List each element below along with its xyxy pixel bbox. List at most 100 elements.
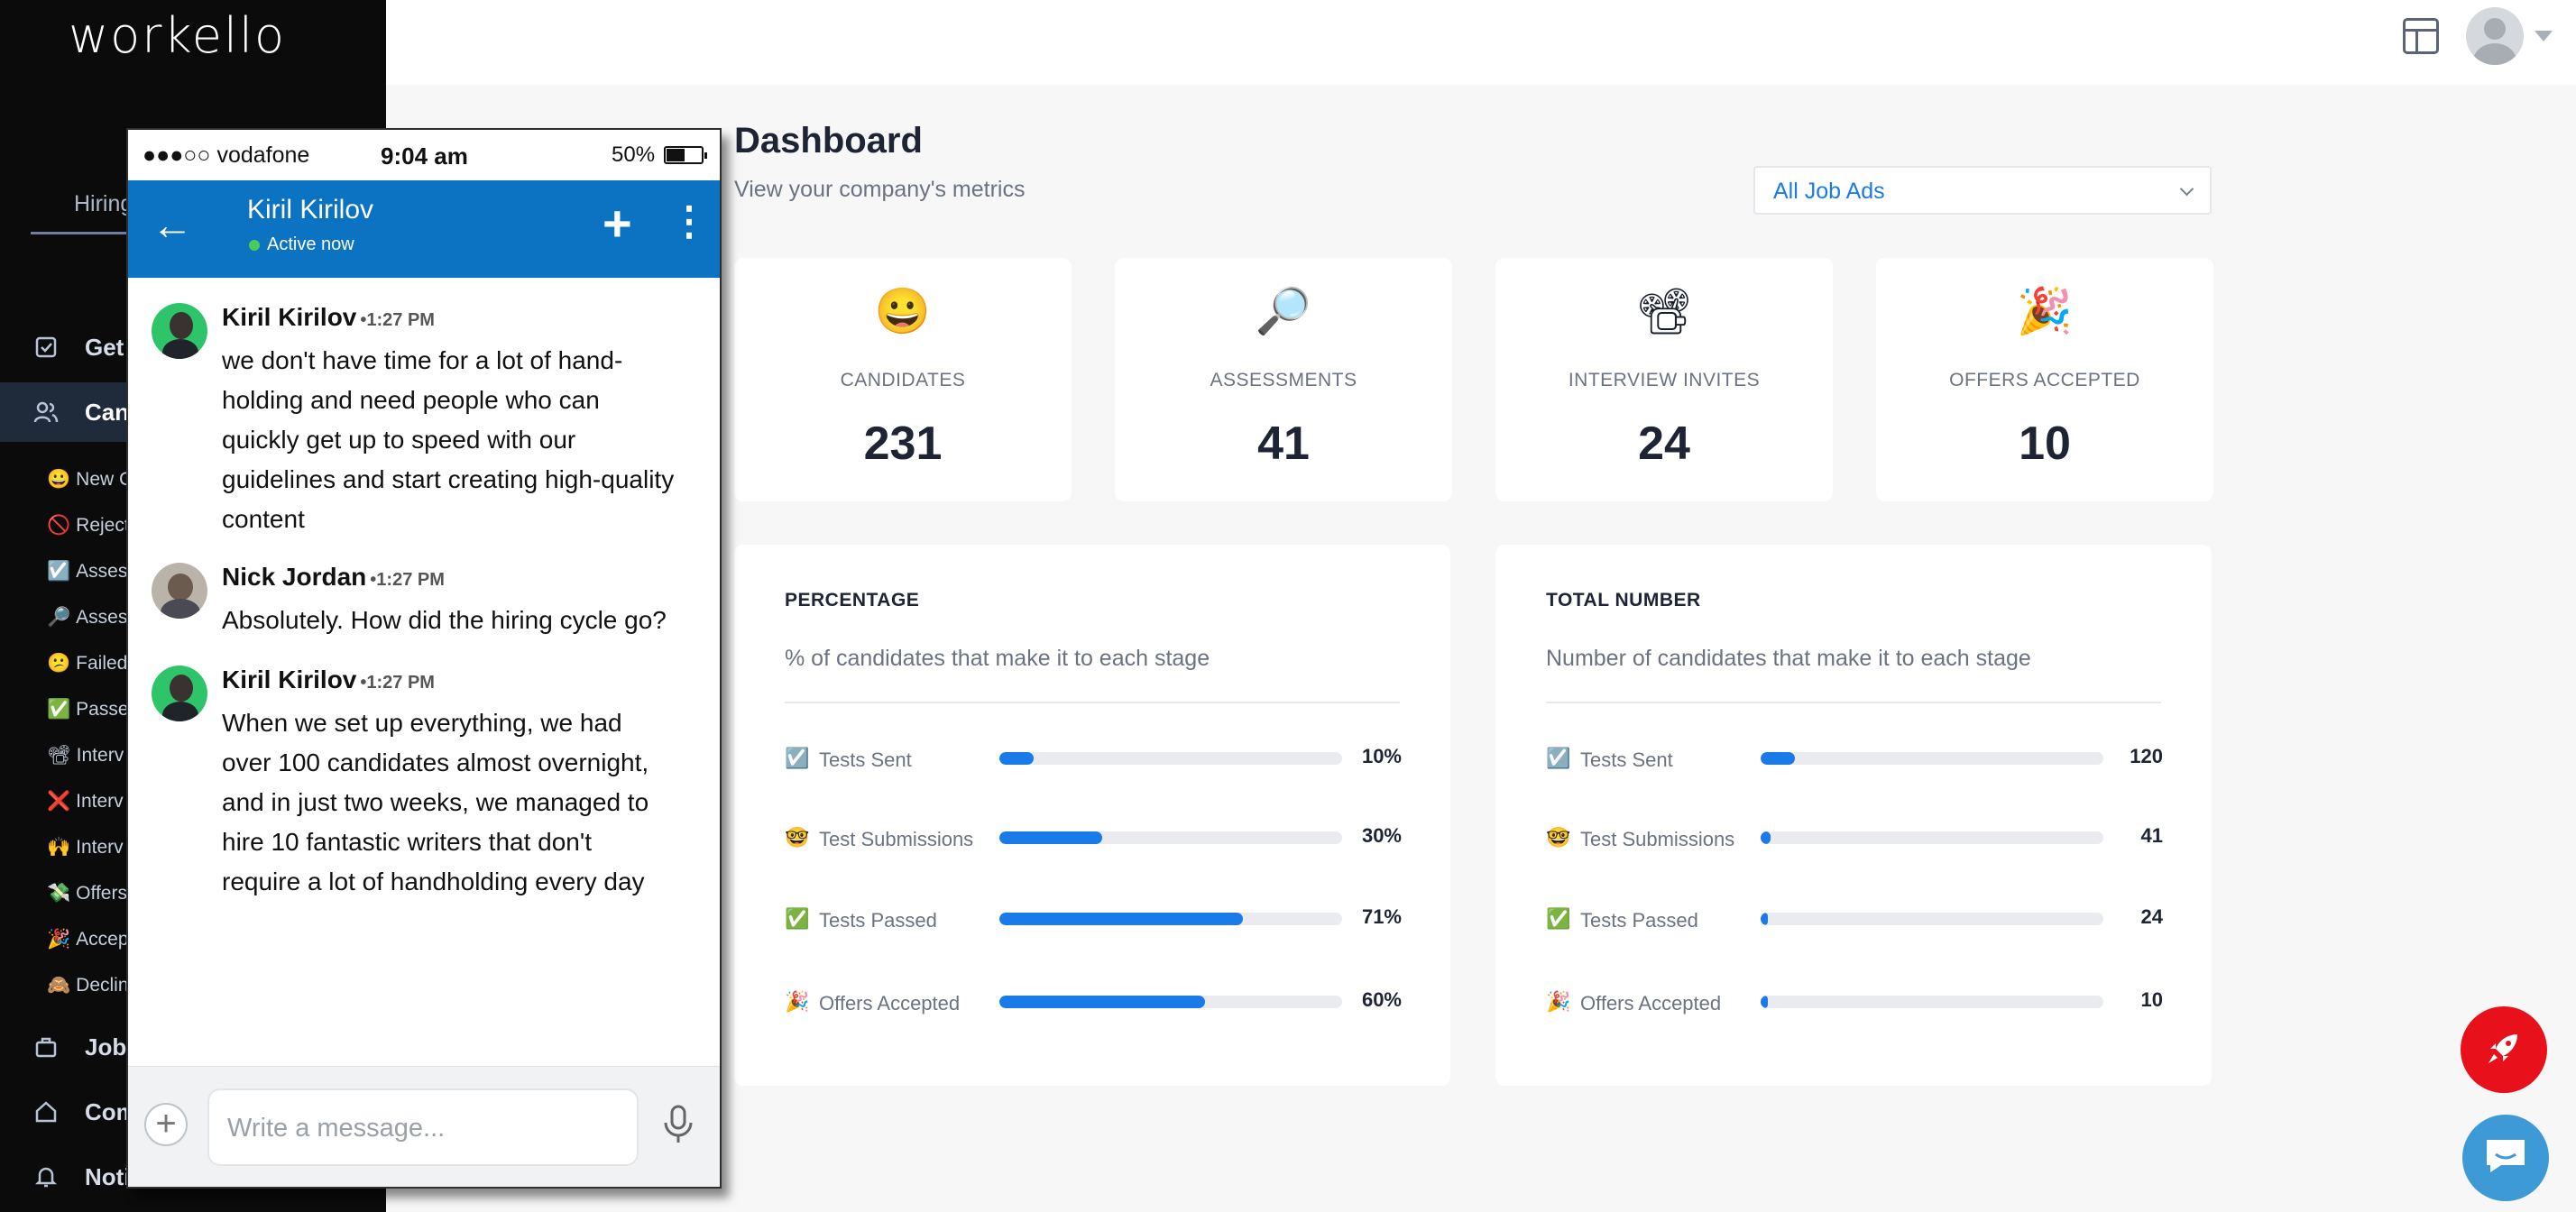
sub-item-label: Interv bbox=[76, 745, 124, 766]
checkbox-icon: ☑️ bbox=[1546, 747, 1571, 769]
panel-title: PERCENTAGE bbox=[785, 590, 920, 611]
sub-item-emoji: 🙌 bbox=[47, 837, 71, 858]
sub-item-emoji: 🙈 bbox=[47, 975, 71, 996]
avatar[interactable] bbox=[152, 666, 207, 721]
progress-track bbox=[1761, 996, 2103, 1008]
sidebar-item-label: Get bbox=[85, 333, 124, 361]
sub-item-label: Declin bbox=[76, 975, 129, 996]
message-line: Absolutely. How did the hiring cycle go? bbox=[222, 606, 667, 634]
message-line: and in just two weeks, we managed to bbox=[222, 788, 649, 816]
job-ads-select[interactable]: All Job Ads bbox=[1753, 166, 2212, 215]
panel-description: Number of candidates that make it to eac… bbox=[1546, 646, 2031, 671]
message-line: we don't have time for a lot of hand- bbox=[222, 346, 623, 374]
chevron-down-icon bbox=[2179, 181, 2194, 197]
sub-item-emoji: ☑️ bbox=[47, 561, 71, 582]
sub-item-label: Accep bbox=[76, 929, 129, 950]
progress-track bbox=[1761, 752, 2103, 765]
progress-track bbox=[1761, 831, 2103, 844]
contact-name: Kiril Kirilov bbox=[247, 195, 374, 225]
stage-label: Tests Passed bbox=[819, 909, 937, 932]
sub-item[interactable]: 💸 Offers bbox=[47, 883, 127, 904]
plus-icon[interactable]: + bbox=[603, 195, 632, 252]
panel-title: TOTAL NUMBER bbox=[1546, 590, 1701, 611]
progress-track bbox=[999, 831, 1342, 844]
sub-item[interactable]: 😀 New C bbox=[47, 469, 133, 491]
progress-fill bbox=[1761, 913, 1768, 925]
layout-icon[interactable] bbox=[2403, 18, 2439, 54]
sub-item[interactable]: 😕 Failed bbox=[47, 653, 127, 675]
sub-item-label: Asses bbox=[76, 607, 128, 628]
grinning-face-icon: 😀 bbox=[874, 286, 932, 336]
microphone-icon[interactable] bbox=[660, 1103, 696, 1146]
message-line: require a lot of handholding every day bbox=[222, 868, 645, 895]
sub-item[interactable]: 🚫 Reject bbox=[47, 515, 130, 537]
rocket-icon bbox=[2483, 1027, 2525, 1073]
stage-label: Offers Accepted bbox=[1580, 992, 1722, 1015]
total-number-panel: TOTAL NUMBER Number of candidates that m… bbox=[1495, 545, 2212, 1086]
back-arrow-icon[interactable]: ← bbox=[152, 201, 193, 248]
sub-item-emoji: 💸 bbox=[47, 883, 71, 904]
party-popper-icon: 🎉 bbox=[1546, 990, 1571, 1013]
sidebar-item-label: Can bbox=[85, 398, 130, 426]
message-time: •1:27 PM bbox=[370, 570, 445, 590]
message-meta: Nick Jordan •1:27 PM bbox=[222, 563, 445, 592]
chevron-down-icon[interactable] bbox=[2535, 31, 2553, 41]
nerd-face-icon: 🤓 bbox=[785, 826, 810, 849]
sidebar-item-label: Job bbox=[85, 1033, 127, 1060]
checkbox-icon: ☑️ bbox=[785, 747, 810, 769]
stat-value: 24 bbox=[1638, 418, 1690, 470]
more-vertical-icon[interactable]: ⋮ bbox=[669, 199, 709, 243]
message-text: we don't have time for a lot of hand- ho… bbox=[222, 341, 691, 539]
progress-fill bbox=[999, 913, 1243, 925]
sidebar-item-job[interactable]: Job bbox=[0, 1017, 386, 1077]
sub-item[interactable]: ☑️ Asses bbox=[47, 561, 127, 583]
sender-name: Nick Jordan bbox=[222, 563, 367, 591]
sub-item[interactable]: 🙌 Interv bbox=[47, 837, 124, 858]
sidebar-item-notifications[interactable]: Noti bbox=[0, 1147, 386, 1207]
progress-track bbox=[999, 752, 1342, 765]
sub-item-emoji: 😕 bbox=[47, 653, 71, 674]
sub-item[interactable]: ❌ Interv bbox=[47, 791, 124, 813]
progress-fill bbox=[999, 752, 1034, 765]
stat-value: 41 bbox=[1257, 418, 1310, 470]
stage-value: 41 bbox=[2140, 824, 2163, 847]
phone-status-bar: ●●●○○ vodafone 9:04 am 50% bbox=[128, 130, 720, 180]
stage-value: 60% bbox=[1361, 988, 1402, 1011]
sub-item[interactable]: 🔎 Asses bbox=[47, 607, 127, 629]
sub-item[interactable]: 🎉 Accep bbox=[47, 929, 129, 950]
stage-row: 🤓 Test Submissions 30% bbox=[785, 821, 1402, 857]
sub-item-emoji: 🚫 bbox=[47, 515, 71, 536]
workello-logo[interactable]: workello bbox=[69, 7, 287, 64]
avatar[interactable] bbox=[2466, 7, 2524, 65]
sidebar-item-label: Noti bbox=[85, 1162, 131, 1190]
sub-item[interactable]: ✅ Passe bbox=[47, 699, 129, 721]
chat-header: ← Kiril Kirilov Active now + ⋮ bbox=[128, 180, 720, 278]
sub-item[interactable]: 📽 Interv bbox=[47, 745, 124, 767]
progress-fill bbox=[999, 831, 1102, 844]
sidebar-item-get[interactable]: Get bbox=[0, 317, 386, 377]
sender-name: Kiril Kirilov bbox=[222, 303, 357, 331]
battery-icon bbox=[664, 146, 707, 164]
projector-icon: 📽 bbox=[1635, 286, 1693, 336]
progress-track bbox=[999, 996, 1342, 1008]
stat-label: ASSESSMENTS bbox=[1210, 370, 1357, 390]
message-input[interactable]: Write a message... bbox=[207, 1088, 639, 1166]
message-line: content bbox=[222, 505, 305, 533]
message-time: •1:27 PM bbox=[360, 310, 435, 330]
stage-row: ☑️ Tests Sent 120 bbox=[1546, 741, 2163, 777]
tab-hiring-label: Hiring bbox=[74, 191, 133, 216]
attach-plus-icon[interactable]: + bbox=[144, 1103, 188, 1146]
avatar[interactable] bbox=[152, 303, 207, 359]
stage-row: ✅ Tests Passed 24 bbox=[1546, 902, 2163, 938]
battery-label: 50% bbox=[612, 142, 656, 167]
stage-value: 10% bbox=[1361, 745, 1402, 767]
rocket-button[interactable] bbox=[2461, 1006, 2547, 1093]
avatar[interactable] bbox=[152, 563, 207, 619]
stage-row: 🤓 Test Submissions 41 bbox=[1546, 821, 2163, 857]
sub-item[interactable]: 🙈 Declin bbox=[47, 975, 129, 996]
chat-button[interactable] bbox=[2462, 1115, 2549, 1201]
stat-card-offers-accepted: 🎉 OFFERS ACCEPTED 10 bbox=[1876, 258, 2213, 501]
stat-card-interview-invites: 📽 INTERVIEW INVITES 24 bbox=[1495, 258, 1833, 501]
message-time: •1:27 PM bbox=[360, 673, 435, 693]
online-dot-icon bbox=[249, 240, 260, 251]
